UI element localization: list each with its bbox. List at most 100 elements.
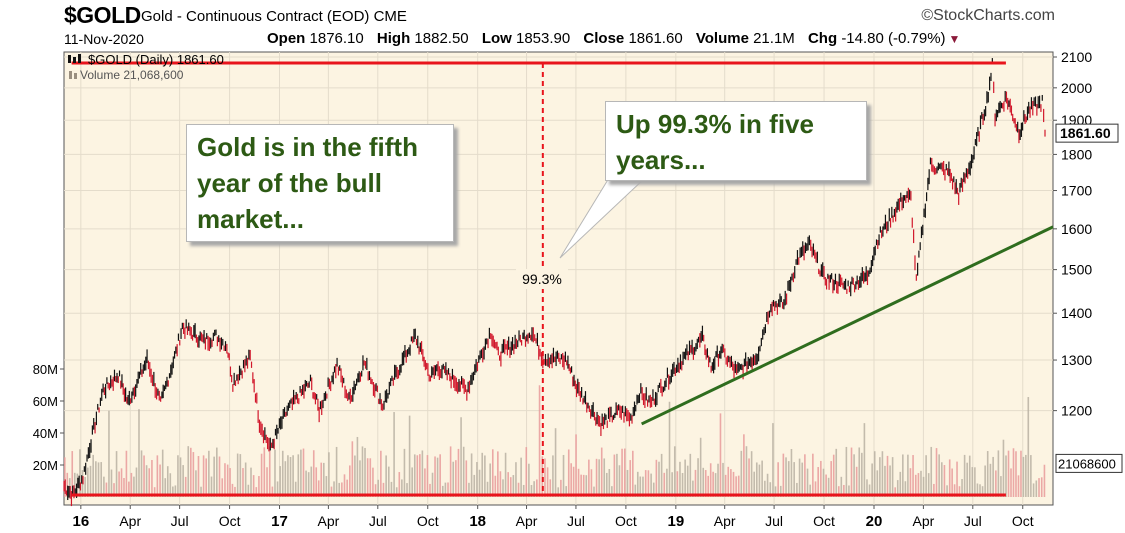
volume-bar [1015,451,1017,497]
volume-bar [95,461,97,497]
volume-bar [992,456,994,497]
volume-bar [790,449,793,497]
volume-bars [64,385,1046,497]
volume-bar [300,449,302,497]
volume-bar [1007,450,1010,497]
volume-bar [239,454,242,497]
volume-bar [676,471,679,497]
volume-bar [774,486,777,497]
volume-bar [512,475,515,497]
volume-bar [639,476,642,497]
volume-bar [961,479,963,497]
volume-bar [71,451,74,497]
price-tick-label: 1200 [1061,403,1092,419]
volume-bar [608,469,611,497]
volume-bar [481,452,484,497]
volume-bar [218,456,221,497]
volume-tick-label: 40M [33,426,58,441]
volume-bar [436,457,439,497]
volume-bar [912,455,914,497]
price-series [63,58,1046,507]
volume-bar [507,472,509,497]
volume-bar [462,446,465,497]
volume-bar [172,486,174,497]
price-tick-label: 1400 [1061,305,1092,321]
high-label: High [376,30,411,47]
volume-bar [886,455,889,497]
last-volume-label: 21068600 [1058,456,1116,471]
volume-bar [943,465,946,497]
volume-bar [123,477,125,497]
volume-bar [845,446,848,497]
volume-bar [87,467,89,497]
axis-labels: 1200130014001500160017001800190020002100… [33,49,1123,530]
volume-bar [605,472,608,497]
volume-bar [848,485,850,497]
volume-bar [470,453,473,497]
volume-bar [161,449,164,497]
volume-bar [881,451,884,497]
time-tick-label: Oct [615,513,637,529]
volume-bar [452,461,455,497]
volume-bar [663,472,666,497]
time-tick-label: Oct [219,513,241,529]
time-tick-label: 19 [667,513,684,530]
time-tick-label: 16 [72,513,89,530]
time-tick-label: Oct [417,513,439,529]
volume-bar [914,474,917,497]
time-tick-label: Apr [119,513,141,529]
time-tick-label: Oct [1012,513,1034,529]
volume-bar [642,476,644,497]
volume-bar [385,455,387,497]
volume-bar [984,465,986,497]
volume-bar [310,466,313,497]
volume-bar [335,446,338,497]
volume-bar [666,468,668,497]
price-legend: $GOLD (Daily) 1861.60 [88,52,224,67]
volume-bar [509,477,512,497]
down-arrow-icon: ▼ [948,32,961,46]
change-label: Chg [807,30,838,47]
volume-bar [89,465,92,497]
volume-bar [380,450,382,497]
volume-bar [486,481,489,497]
volume-bar [976,483,979,497]
volume-bar [769,482,772,497]
volume-bar [328,452,330,497]
volume-bar [804,454,806,497]
price-tick-label: 1600 [1061,221,1092,237]
volume-bar [871,463,873,497]
volume-bar [525,447,528,497]
volume-bar [429,483,431,497]
volume-bar [305,470,307,497]
volume-bar [504,452,507,497]
volume-bar [195,470,197,497]
volume-bar [255,487,258,497]
volume-bar [130,472,133,497]
volume-bar [575,434,577,497]
open-label: Open [267,30,306,47]
volume-bar [151,459,153,497]
volume-bar [837,486,840,497]
volume-bar [986,451,989,497]
volume-bar [843,484,845,497]
time-tick-label: Jul [567,513,585,529]
volume-bar [707,475,710,497]
volume-bar [140,450,143,497]
volume-bar [704,470,707,497]
volume-bar [64,457,66,497]
volume-bar [1040,477,1043,497]
low-value: 1853.90 [516,30,571,47]
volume-bar [697,458,699,497]
volume-bar [103,476,105,497]
volume-bar [1000,476,1002,497]
time-tick-label: Jul [171,513,189,529]
volume-bar [557,487,560,497]
volume-bar [145,465,148,497]
volume-bar [528,463,530,497]
volume-bar [565,486,567,497]
volume-bar [717,463,719,497]
brand-label[interactable]: ©StockCharts.com [921,7,1055,24]
volume-bar [577,468,580,497]
volume-bar [221,478,224,497]
